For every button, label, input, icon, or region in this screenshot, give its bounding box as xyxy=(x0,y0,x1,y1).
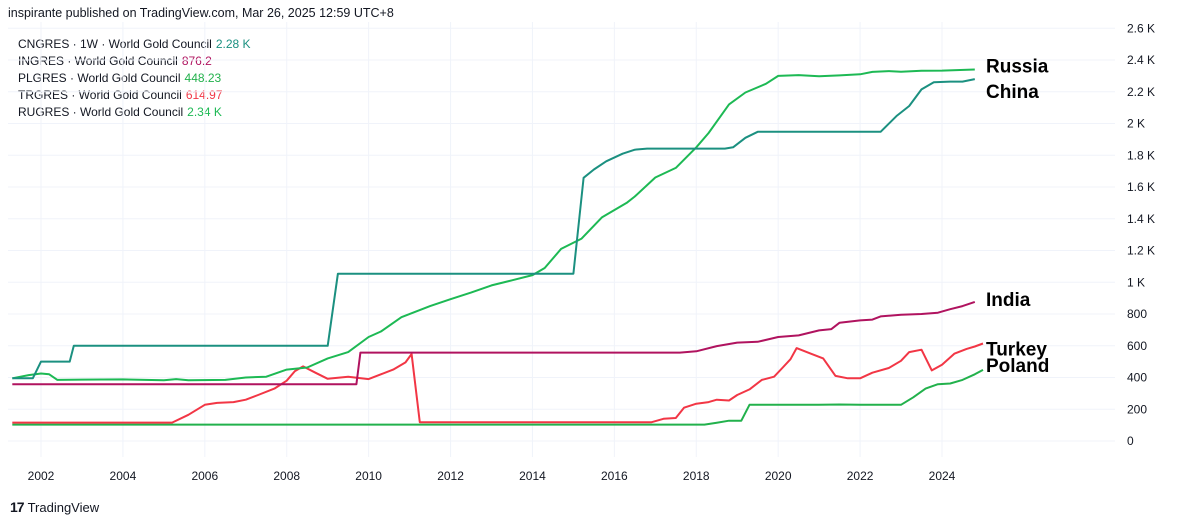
y-tick-label: 2.2 K xyxy=(1127,85,1155,99)
publish-info: inspirante published on TradingView.com,… xyxy=(8,6,394,20)
series-end-label: China xyxy=(986,82,1039,103)
y-tick-label: 2.6 K xyxy=(1127,21,1155,35)
series-end-label: Russia xyxy=(986,57,1049,78)
legend-series-value: 2.28 K xyxy=(215,37,251,51)
series-line-russia xyxy=(12,68,975,382)
legend-series-name: RUGRES · World Gold Council xyxy=(18,105,184,119)
y-tick-label: 200 xyxy=(1127,402,1147,416)
y-tick-label: 2 K xyxy=(1127,117,1145,131)
series-line-china xyxy=(12,78,975,380)
x-tick-label: 2012 xyxy=(437,469,464,483)
tradingview-logo-icon: 17 xyxy=(10,499,25,515)
series-line-india xyxy=(12,300,976,386)
y-tick-label: 400 xyxy=(1127,371,1147,385)
series-line-turkey xyxy=(12,342,984,424)
y-tick-label: 1.6 K xyxy=(1127,180,1155,194)
y-tick-label: 800 xyxy=(1127,307,1147,321)
x-tick-label: 2002 xyxy=(28,469,55,483)
legend-series-name: CNGRES · 1W · World Gold Council xyxy=(18,37,212,51)
y-tick-label: 1.8 K xyxy=(1127,148,1155,162)
x-tick-label: 2008 xyxy=(273,469,300,483)
series-end-label: India xyxy=(986,290,1031,311)
legend-series-name: PLGRES · World Gold Council xyxy=(18,71,181,85)
tradingview-logo-text: TradingView xyxy=(27,499,100,515)
x-tick-label: 2014 xyxy=(519,469,546,483)
x-tick-label: 2010 xyxy=(355,469,382,483)
series-line-poland xyxy=(12,369,984,426)
legend-series-name: INGRES · World Gold Council xyxy=(18,54,178,68)
y-tick-label: 2.4 K xyxy=(1127,53,1155,67)
y-tick-label: 1.2 K xyxy=(1127,244,1155,258)
legend-item[interactable]: PLGRES · World Gold Council 448.23 xyxy=(18,70,251,87)
x-tick-label: 2004 xyxy=(110,469,137,483)
x-tick-label: 2018 xyxy=(683,469,710,483)
y-tick-label: 1.4 K xyxy=(1127,212,1155,226)
x-tick-label: 2020 xyxy=(765,469,792,483)
tradingview-logo[interactable]: 17 TradingView xyxy=(10,499,99,515)
y-tick-label: 600 xyxy=(1127,339,1147,353)
series-end-label: Poland xyxy=(986,356,1049,377)
x-tick-label: 2022 xyxy=(847,469,874,483)
x-tick-label: 2016 xyxy=(601,469,628,483)
legend-series-value: 448.23 xyxy=(184,71,222,85)
x-tick-label: 2006 xyxy=(191,469,218,483)
series-end-label: Turkey xyxy=(986,340,1047,361)
legend-item[interactable]: CNGRES · 1W · World Gold Council 2.28 K xyxy=(18,36,251,53)
x-tick-label: 2024 xyxy=(929,469,956,483)
y-tick-label: 0 xyxy=(1127,434,1134,448)
y-tick-label: 1 K xyxy=(1127,275,1145,289)
